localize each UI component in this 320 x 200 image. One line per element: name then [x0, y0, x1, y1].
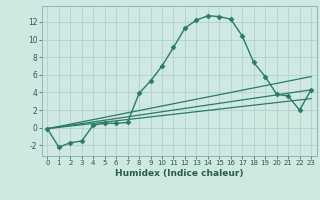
- X-axis label: Humidex (Indice chaleur): Humidex (Indice chaleur): [115, 169, 244, 178]
